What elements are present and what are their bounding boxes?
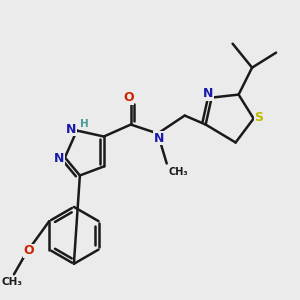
Text: CH₃: CH₃ xyxy=(2,277,23,287)
Text: O: O xyxy=(24,244,34,257)
Text: CH₃: CH₃ xyxy=(168,167,188,177)
Text: H: H xyxy=(80,119,89,129)
Text: N: N xyxy=(154,131,164,145)
Text: N: N xyxy=(66,122,77,136)
Text: S: S xyxy=(254,111,263,124)
Text: N: N xyxy=(54,152,65,166)
Text: O: O xyxy=(123,91,134,104)
Text: N: N xyxy=(203,88,213,100)
